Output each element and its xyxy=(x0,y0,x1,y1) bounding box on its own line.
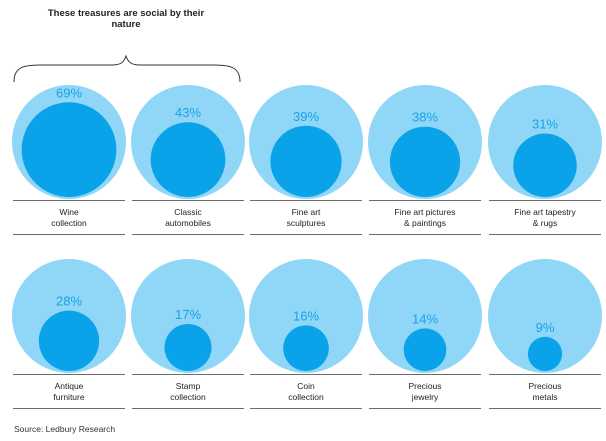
label-rule-bottom-precious-jewelry xyxy=(369,408,481,409)
label-rule-top-fine-art-pictures-and-paintings xyxy=(369,200,481,201)
label-rule-bottom-fine-art-sculptures xyxy=(250,234,362,235)
category-label-precious-metals: Precious metals xyxy=(489,381,601,403)
label-rule-top-stamp-collection xyxy=(132,374,244,375)
category-label-line-2: collection xyxy=(288,392,324,402)
category-label-fine-art-sculptures: Fine art sculptures xyxy=(250,207,362,229)
category-label-line-2: & paintings xyxy=(403,218,447,228)
value-circle-coin-collection xyxy=(283,325,329,372)
value-circle-precious-jewelry xyxy=(403,328,447,371)
category-label-line-2: & rugs xyxy=(532,218,558,228)
category-label-coin-collection: Coin collection xyxy=(250,381,362,403)
value-label-precious-jewelry: 14% xyxy=(412,311,438,326)
value-label-fine-art-sculptures: 39% xyxy=(293,109,319,124)
category-label-line-2: jewelry xyxy=(411,392,439,402)
value-circle-antique-furniture xyxy=(38,310,100,371)
label-rule-bottom-fine-art-tapestry-and-rugs xyxy=(489,234,601,235)
value-circle-fine-art-pictures-and-paintings xyxy=(389,126,461,197)
outer-circle-precious-metals xyxy=(488,259,602,373)
category-label-line-1: Fine art pictures xyxy=(394,207,456,217)
value-label-antique-furniture: 28% xyxy=(56,294,82,309)
value-label-fine-art-pictures-and-paintings: 38% xyxy=(412,110,438,125)
category-label-line-1: Antique xyxy=(54,381,84,391)
label-rule-top-fine-art-tapestry-and-rugs xyxy=(489,200,601,201)
category-label-line-2: furniture xyxy=(53,392,85,402)
category-label-line-1: Precious xyxy=(408,381,442,391)
label-rule-bottom-antique-furniture xyxy=(13,408,125,409)
category-label-line-2: collection xyxy=(170,392,206,402)
value-circle-fine-art-sculptures xyxy=(270,125,342,197)
category-label-stamp-collection: Stamp collection xyxy=(132,381,244,403)
label-rule-bottom-fine-art-pictures-and-paintings xyxy=(369,234,481,235)
category-label-antique-furniture: Antique furniture xyxy=(13,381,125,403)
source-note: Source: Ledbury Research xyxy=(14,424,116,434)
value-circle-wine-collection xyxy=(21,102,117,197)
value-circle-stamp-collection xyxy=(164,323,212,371)
social-treasures-annotation: These treasures are social by their natu… xyxy=(47,8,205,30)
label-rule-top-coin-collection xyxy=(250,374,362,375)
category-label-fine-art-pictures-and-paintings: Fine art pictures & paintings xyxy=(369,207,481,229)
label-rule-bottom-classic-automobiles xyxy=(132,234,244,235)
value-circle-fine-art-tapestry-and-rugs xyxy=(513,133,577,198)
label-rule-top-precious-metals xyxy=(489,374,601,375)
value-label-classic-automobiles: 43% xyxy=(175,105,201,120)
label-rule-bottom-coin-collection xyxy=(250,408,362,409)
value-label-fine-art-tapestry-and-rugs: 31% xyxy=(532,117,558,132)
label-rule-bottom-stamp-collection xyxy=(132,408,244,409)
category-label-line-2: sculptures xyxy=(286,218,326,228)
category-label-line-1: Fine art tapestry xyxy=(514,207,576,217)
category-label-line-2: metals xyxy=(532,392,558,402)
social-treasures-brace xyxy=(13,54,241,83)
category-label-line-1: Precious xyxy=(528,381,562,391)
label-rule-top-wine-collection xyxy=(13,200,125,201)
value-label-precious-metals: 9% xyxy=(536,320,555,335)
category-label-line-1: Fine art xyxy=(291,207,321,217)
category-label-line-1: Coin xyxy=(297,381,315,391)
label-rule-top-classic-automobiles xyxy=(132,200,244,201)
category-label-line-1: Wine xyxy=(59,207,79,217)
outer-circle-stamp-collection xyxy=(131,259,245,373)
category-label-line-1: Classic xyxy=(174,207,202,217)
category-label-line-2: collection xyxy=(51,218,87,228)
category-label-wine-collection: Wine collection xyxy=(13,207,125,229)
outer-circle-precious-jewelry xyxy=(368,259,482,373)
value-circle-precious-metals xyxy=(527,336,563,371)
category-label-classic-automobiles: Classic automobiles xyxy=(132,207,244,229)
value-label-coin-collection: 16% xyxy=(293,308,319,323)
value-label-stamp-collection: 17% xyxy=(175,307,201,322)
category-label-precious-jewelry: Precious jewelry xyxy=(369,381,481,403)
label-rule-bottom-precious-metals xyxy=(489,408,601,409)
value-circle-classic-automobiles xyxy=(150,122,226,197)
label-rule-top-precious-jewelry xyxy=(369,374,481,375)
category-label-fine-art-tapestry-and-rugs: Fine art tapestry & rugs xyxy=(489,207,601,229)
label-rule-top-antique-furniture xyxy=(13,374,125,375)
category-label-line-1: Stamp xyxy=(175,381,201,391)
category-label-line-2: automobiles xyxy=(165,218,211,228)
value-label-wine-collection: 69% xyxy=(56,85,82,100)
outer-circle-coin-collection xyxy=(249,259,363,373)
label-rule-bottom-wine-collection xyxy=(13,234,125,235)
label-rule-top-fine-art-sculptures xyxy=(250,200,362,201)
